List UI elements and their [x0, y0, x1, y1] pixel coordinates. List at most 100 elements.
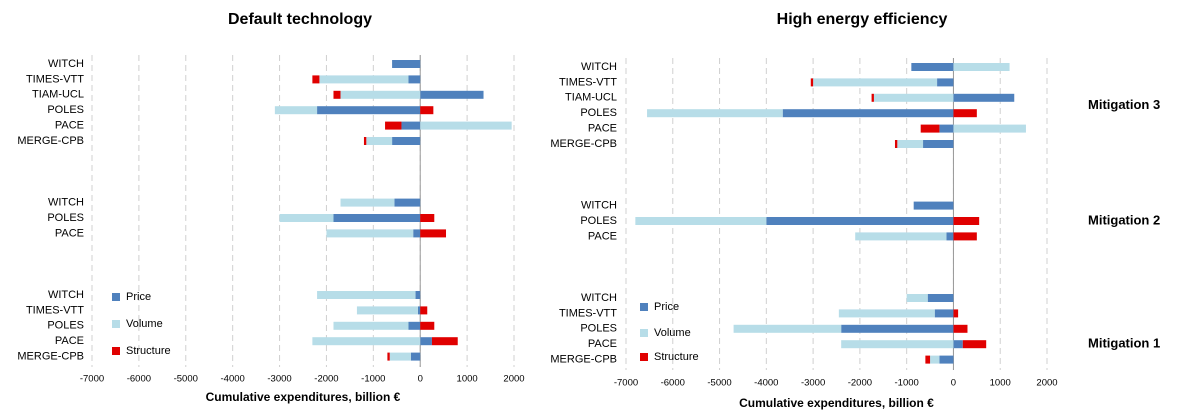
bar-segment [408, 75, 421, 84]
bar-segment [420, 321, 435, 330]
bar-segment [420, 306, 428, 315]
x-tick-label: 0 [951, 378, 956, 389]
y-tick-label: WITCH [581, 61, 617, 73]
bar-segment [953, 217, 980, 225]
bar-segment [937, 78, 954, 87]
y-tick-label: WITCH [48, 197, 84, 209]
bar-segment [920, 124, 940, 133]
x-tick-label: -2000 [314, 374, 338, 385]
x-tick-label: -1000 [361, 374, 385, 385]
legend-label: Volume [126, 318, 163, 330]
y-tick-label: POLES [47, 104, 84, 116]
bar-segment [894, 140, 898, 148]
x-tick-label: -2000 [848, 378, 872, 389]
x-tick-label: -4000 [221, 374, 245, 385]
bar-segment [810, 78, 814, 87]
y-tick-label: MERGE-CPB [17, 135, 84, 147]
y-tick-label: TIAM-UCL [565, 92, 617, 104]
bar-segment [647, 109, 783, 118]
bar-segment [953, 309, 959, 318]
y-tick-label: WITCH [48, 58, 84, 70]
bar-segment [927, 294, 954, 302]
annotation: Mitigation 2 [1088, 212, 1160, 227]
legend-label: Price [126, 291, 151, 303]
bar-segment [953, 109, 977, 118]
y-tick-label: PACE [55, 335, 84, 347]
y-tick-label: TIMES-VTT [559, 307, 617, 319]
y-tick-label: POLES [47, 212, 84, 224]
x-axis-label: Cumulative expenditures, billion € [206, 390, 401, 404]
bar-segment [420, 90, 484, 99]
bar-segment [953, 124, 1026, 133]
x-tick-label: -6000 [127, 374, 151, 385]
chart-title: High energy efficiency [777, 11, 948, 28]
y-tick-label: PACE [588, 338, 617, 350]
bar-segment [420, 229, 447, 238]
bar-segment [408, 321, 421, 330]
bar-segment [312, 337, 421, 346]
x-tick-label: -5000 [174, 374, 198, 385]
bar-segment [366, 137, 393, 145]
bar-segment [389, 352, 411, 361]
bar-segment [385, 121, 402, 130]
bar-segment [939, 355, 954, 364]
chart-title: Default technology [228, 11, 372, 28]
legend-label: Structure [654, 351, 699, 363]
y-tick-label: WITCH [581, 200, 617, 212]
legend-swatch [640, 329, 648, 337]
bar-segment [333, 90, 341, 99]
x-tick-label: -7000 [614, 378, 638, 389]
x-axis-label: Cumulative expenditures, billion € [739, 396, 934, 410]
x-tick-label: 2000 [1036, 378, 1057, 389]
x-tick-label: 0 [418, 374, 423, 385]
y-tick-label: POLES [580, 107, 617, 119]
bar-segment [953, 63, 1010, 71]
legend-label: Price [654, 301, 679, 313]
bar-segment [401, 121, 421, 130]
bar-segment [911, 63, 954, 71]
legend-swatch [640, 303, 648, 311]
bar-segment [413, 229, 421, 238]
bar-segment [813, 78, 938, 87]
bar-segment [312, 75, 320, 84]
y-tick-label: TIAM-UCL [32, 89, 84, 101]
bar-segment [274, 106, 318, 115]
bar-segment [317, 106, 421, 115]
legend-label: Structure [126, 345, 171, 357]
y-tick-label: POLES [580, 215, 617, 227]
legend-swatch [112, 293, 120, 301]
bar-segment [946, 232, 954, 241]
bar-segment [417, 306, 421, 315]
x-tick-label: 1000 [457, 374, 478, 385]
bar-segment [953, 232, 977, 241]
y-tick-label: TIMES-VTT [26, 73, 84, 85]
bar-segment [392, 60, 421, 68]
bar-segment [387, 352, 390, 361]
y-tick-label: PACE [55, 227, 84, 239]
annotation: Mitigation 3 [1088, 97, 1160, 112]
y-tick-label: POLES [47, 320, 84, 332]
bar-segment [913, 201, 954, 210]
bar-segment [953, 340, 963, 349]
bar-segment [333, 321, 409, 330]
bar-segment [415, 291, 421, 299]
bar-segment [317, 291, 416, 299]
bar-segment [962, 340, 987, 349]
bar-segment [871, 93, 874, 102]
bar-segment [925, 355, 931, 364]
bar-segment [855, 232, 947, 241]
bar-segment [930, 355, 940, 364]
x-tick-label: 2000 [503, 374, 524, 385]
bar-segment [733, 324, 842, 333]
legend-swatch [112, 320, 120, 328]
bar-segment [635, 217, 767, 225]
x-tick-label: 1000 [990, 378, 1011, 389]
bar-segment [923, 140, 954, 148]
x-tick-label: -4000 [754, 378, 778, 389]
y-tick-label: PACE [588, 123, 617, 135]
x-tick-label: -7000 [80, 374, 104, 385]
bar-segment [340, 198, 395, 207]
x-tick-label: -5000 [707, 378, 731, 389]
annotation: Mitigation 1 [1088, 336, 1160, 351]
